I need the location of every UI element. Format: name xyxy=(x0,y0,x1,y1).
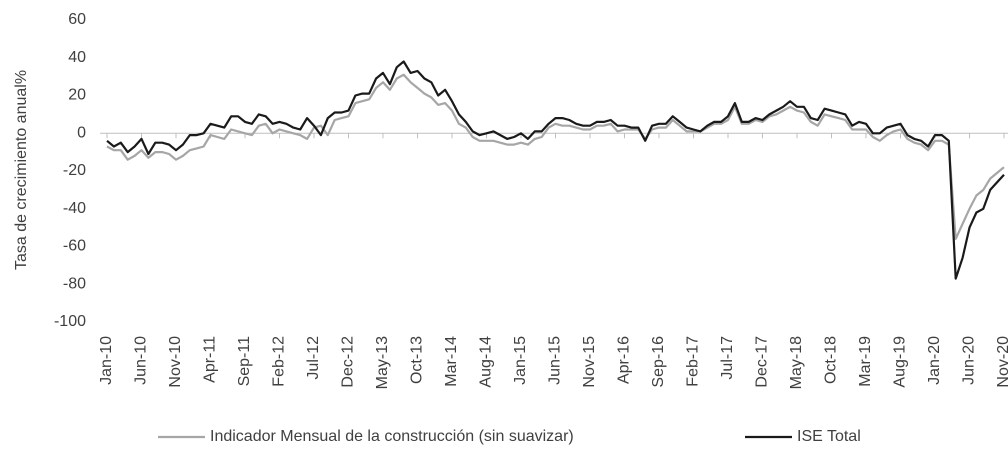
x-tick-label: Apr-11 xyxy=(202,336,219,383)
x-tick-label: Nov-10 xyxy=(167,336,184,388)
y-tick-label: -40 xyxy=(63,200,86,217)
x-tick-label: Oct-13 xyxy=(409,336,426,384)
x-tick-label: Nov-20 xyxy=(995,336,1008,388)
y-tick-label: -100 xyxy=(54,313,86,330)
x-tick-label: Nov-15 xyxy=(581,336,598,388)
x-tick-label: Mar-19 xyxy=(857,336,874,387)
x-tick-label: Sep-16 xyxy=(650,336,667,388)
x-tick-label: Jun-15 xyxy=(547,336,564,385)
x-tick-label: Aug-19 xyxy=(892,336,909,388)
y-tick-label: -20 xyxy=(63,162,86,179)
x-tick-label: May-13 xyxy=(374,336,391,389)
x-tick-label: Sep-11 xyxy=(236,336,253,387)
x-tick-label: Mar-14 xyxy=(443,336,460,387)
x-tick-label: Feb-17 xyxy=(685,336,702,387)
y-tick-label: 20 xyxy=(68,87,86,104)
x-tick-label: Jul-17 xyxy=(719,336,736,380)
x-tick-label: Jan-10 xyxy=(98,336,115,385)
y-tick-label: 60 xyxy=(68,11,86,28)
x-tick-label: Jun-20 xyxy=(961,336,978,385)
x-tick-label: Oct-18 xyxy=(823,336,840,384)
legend-label: ISE Total xyxy=(797,428,861,445)
x-tick-label: Dec-12 xyxy=(340,336,357,388)
y-tick-label: -80 xyxy=(63,275,86,292)
line-series xyxy=(106,60,1005,280)
x-tick-label: May-18 xyxy=(788,336,805,389)
y-tick-label: 40 xyxy=(68,49,86,66)
x-tick-label: Jul-12 xyxy=(305,336,322,380)
x-tick-label: Apr-16 xyxy=(616,336,633,384)
x-tick-label: Jan-15 xyxy=(512,336,529,385)
x-tick-label: Aug-14 xyxy=(478,336,495,388)
line-series xyxy=(106,73,1005,240)
y-axis-label: Tasa de crecimiento anual% xyxy=(13,70,30,270)
y-tick-label: -60 xyxy=(63,238,86,255)
y-tick-label: 0 xyxy=(77,124,86,141)
x-tick-label: Jun-10 xyxy=(133,336,150,385)
x-tick-label: Dec-17 xyxy=(754,336,771,388)
legend-label: Indicador Mensual de la construcción (si… xyxy=(210,428,574,445)
x-tick-label: Jan-20 xyxy=(926,336,943,385)
x-tick-label: Feb-12 xyxy=(271,336,288,387)
